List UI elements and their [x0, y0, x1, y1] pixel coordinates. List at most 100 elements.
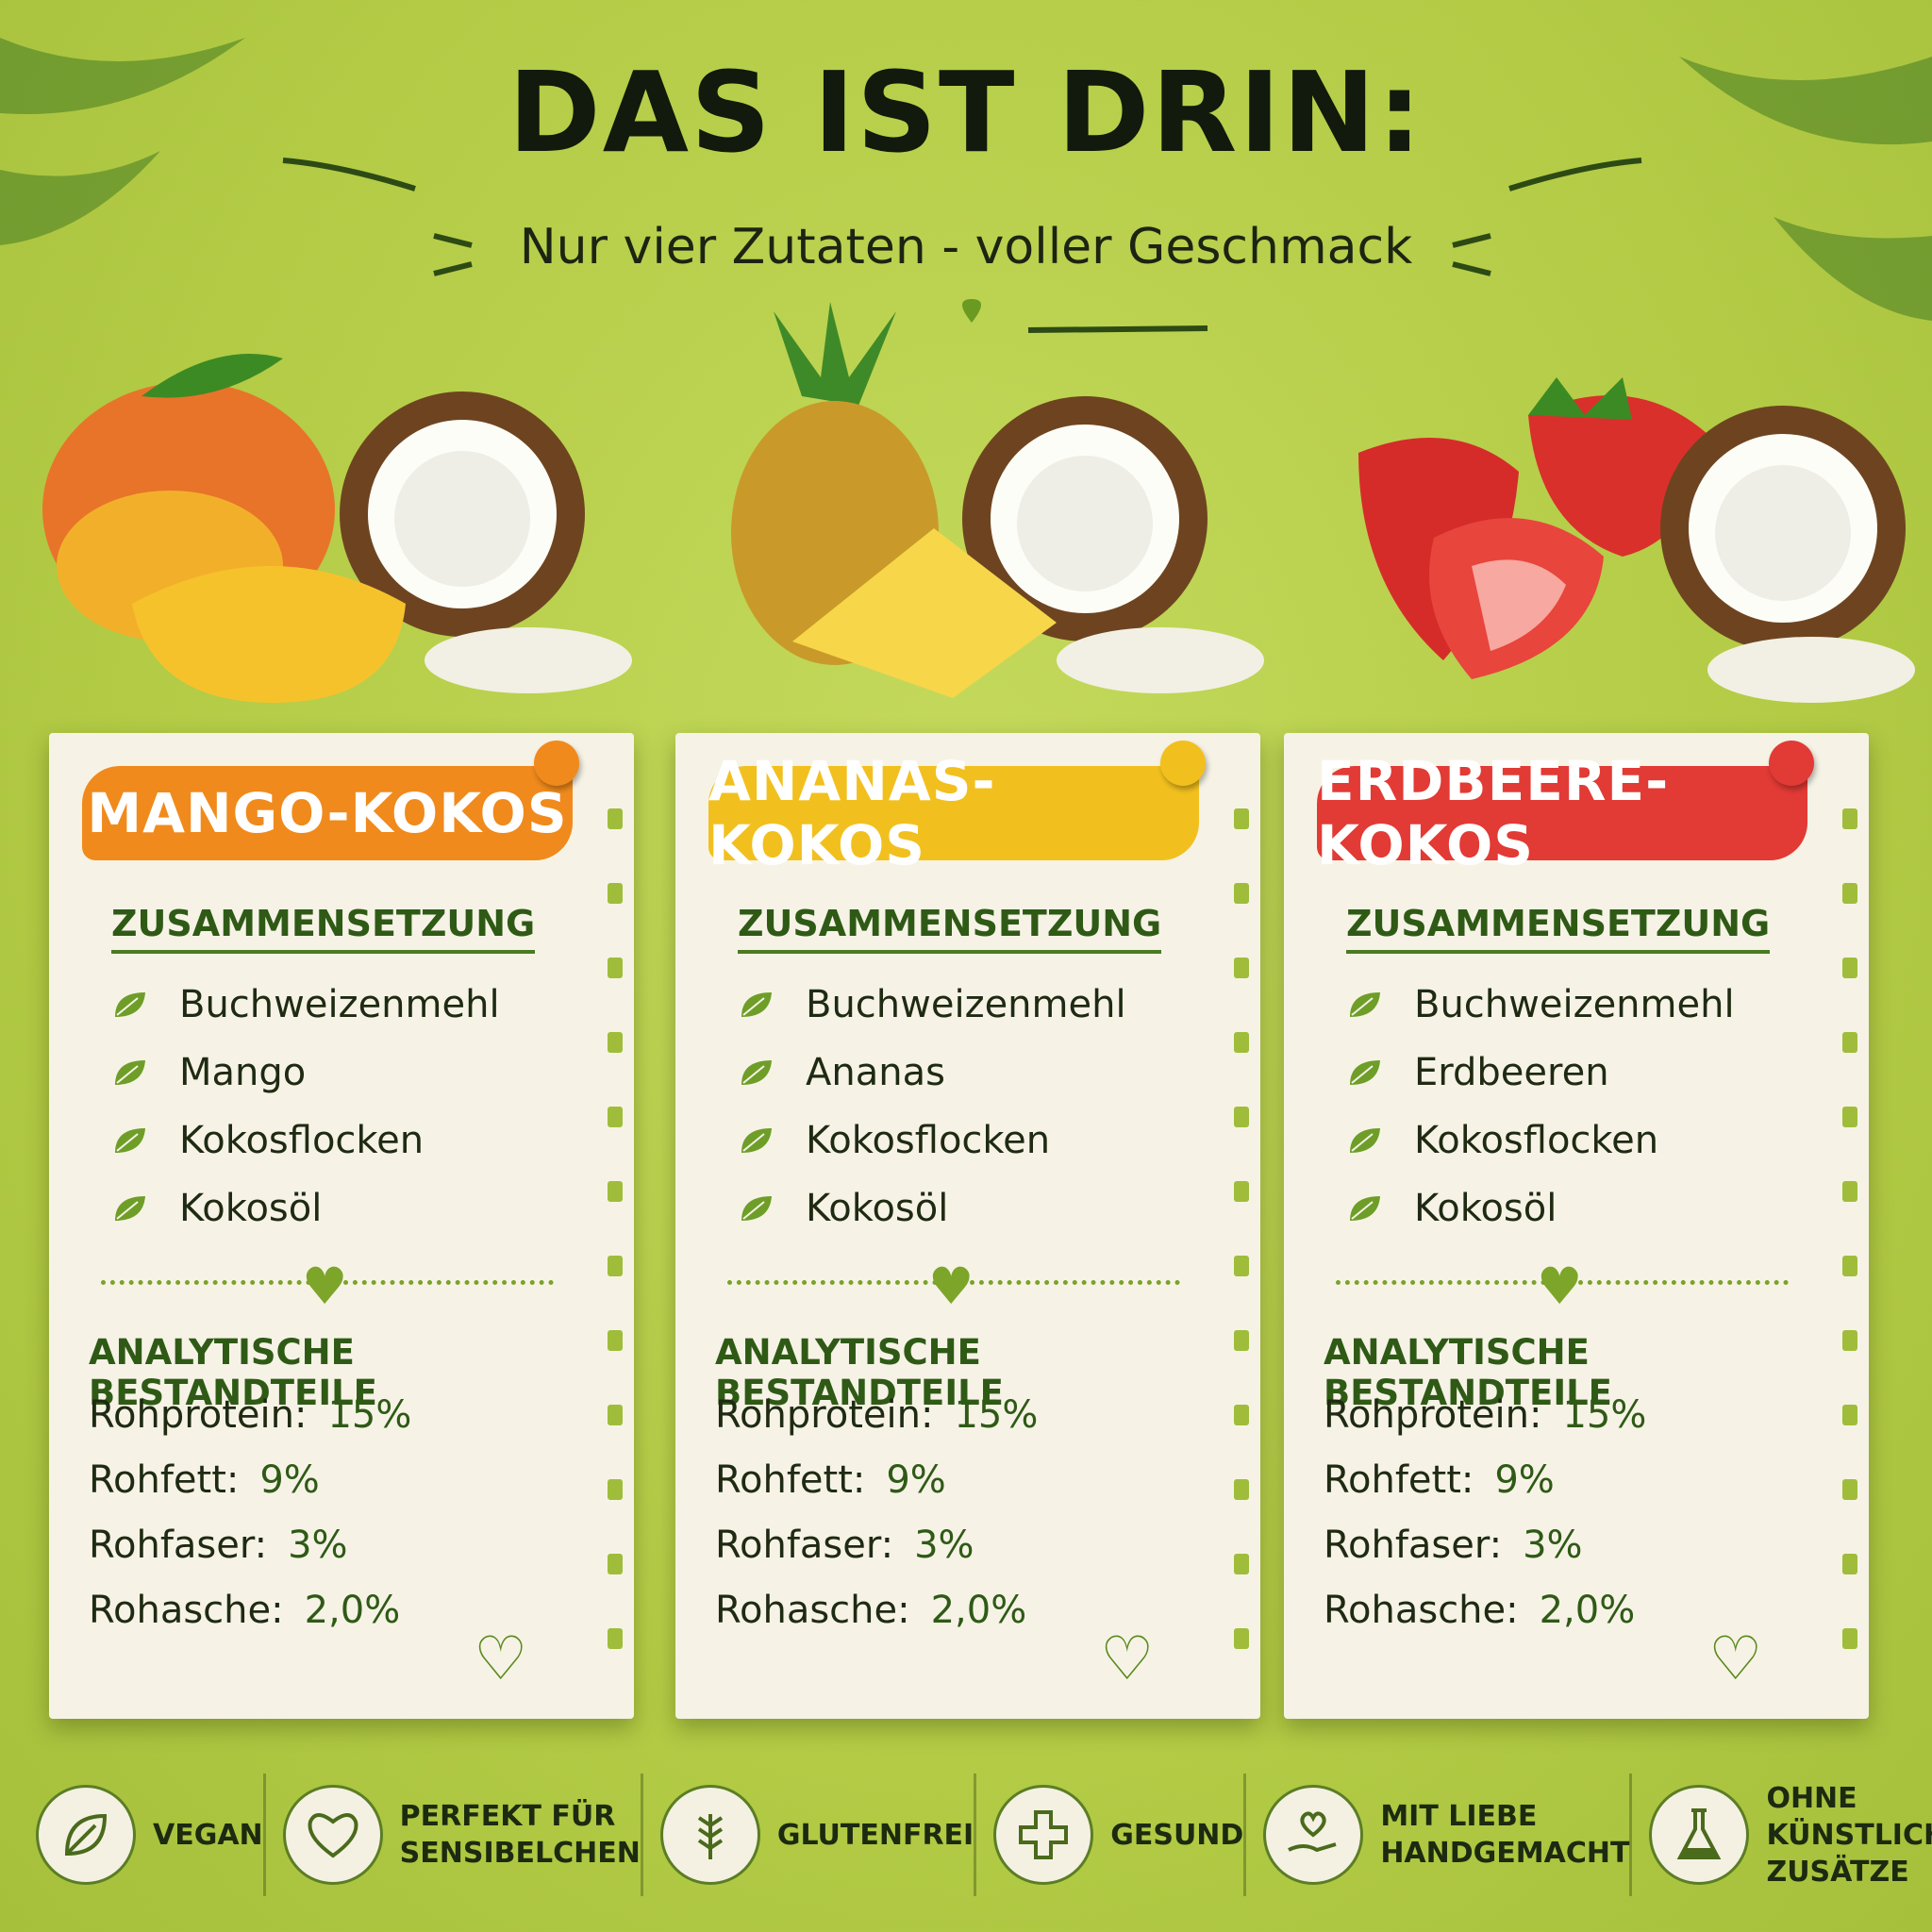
leaf-icon [115, 1196, 145, 1221]
analysis-value: 3% [288, 1524, 348, 1567]
ingredient: Kokosflocken [1414, 1119, 1659, 1162]
analysis-value: 9% [259, 1458, 320, 1502]
badge: VEGAN [19, 1774, 263, 1896]
badge-icon [1263, 1785, 1364, 1885]
ingredient-card: MANGO-KOKOS ZUSAMMENSETZUNG Buchweizenmehl… [49, 733, 634, 1719]
heart-icon: ♡ [474, 1624, 528, 1694]
binding-hole [1234, 1330, 1249, 1351]
palm-leaves [0, 38, 1932, 321]
ingredient-row: Buchweizenmehl [1346, 983, 1735, 1026]
binding-hole [1234, 1405, 1249, 1425]
title-ornaments [282, 158, 1642, 333]
binding-hole [1842, 1107, 1857, 1127]
binding-hole [1842, 1628, 1857, 1649]
binding-hole [608, 1628, 623, 1649]
analysis-value: 9% [1494, 1458, 1555, 1502]
pin [534, 741, 579, 786]
leaf-icon [741, 1128, 772, 1153]
badge-label-line: GLUTENFREI [776, 1818, 974, 1852]
binding-hole [608, 1107, 623, 1127]
binding-hole [1234, 1107, 1249, 1127]
binding-hole [608, 1032, 623, 1053]
analysis-value: 3% [1523, 1524, 1583, 1567]
fruit-group-mango [42, 354, 632, 703]
decorations [0, 38, 1932, 703]
badge-label: VEGAN [153, 1817, 263, 1854]
leaf-icon [115, 992, 145, 1017]
leaf-icon [741, 1196, 772, 1221]
ingredient-card: ANANAS-KOKOS ZUSAMMENSETZUNG Buchweizenmeh… [675, 733, 1260, 1719]
ingredient-row: Kokosflocken [738, 1119, 1050, 1162]
leaf-icon [115, 1128, 145, 1153]
fruit-group-pineapple [731, 302, 1264, 698]
analysis-label: Rohasche: [1324, 1589, 1519, 1632]
binding-hole [1234, 1032, 1249, 1053]
ingredient-row: Kokosflocken [111, 1119, 424, 1162]
analysis-label: Rohprotein: [1324, 1393, 1542, 1437]
analysis-row: Rohprotein: 15% [89, 1393, 411, 1437]
badge-symbol [697, 1814, 723, 1859]
analysis-label: Rohasche: [89, 1589, 284, 1632]
ingredient-row: Erdbeeren [1346, 1051, 1609, 1094]
leaf-icon [115, 1060, 145, 1085]
analysis-label: Rohfaser: [1324, 1524, 1503, 1567]
badge-symbol [308, 1813, 358, 1858]
analysis-value: 2,0% [930, 1589, 1027, 1632]
ingredient-row: Kokosöl [111, 1187, 322, 1230]
leaf-icon [1350, 1196, 1380, 1221]
badge-label-line: MIT LIEBE [1380, 1800, 1538, 1833]
analysis-row: Rohfett: 9% [89, 1458, 320, 1502]
fruit-group-strawberry [1358, 377, 1915, 703]
binding-hole [608, 1479, 623, 1500]
badge-icon [659, 1785, 760, 1885]
badge-symbol [1677, 1808, 1722, 1859]
badge-label-line: GESUND [1110, 1818, 1244, 1852]
analysis-heading: ANALYTISCHE BESTANDTEILE [715, 1332, 1004, 1413]
badge-label-line: SENSIBELCHEN [399, 1837, 641, 1870]
ingredient: Buchweizenmehl [806, 983, 1126, 1026]
card-title: ANANAS-KOKOS [708, 749, 1199, 877]
badge-label-line: ZUSÄTZE [1766, 1855, 1909, 1889]
analysis-label: Rohfett: [1324, 1458, 1474, 1502]
binding-holes [1842, 808, 1857, 1703]
ingredient-row: Kokosflocken [1346, 1119, 1658, 1162]
binding-holes [608, 808, 623, 1703]
leaf-icon [1350, 1060, 1380, 1085]
heart-icon: ♥ [1537, 1257, 1583, 1316]
badge-label-line: PERFEKT FÜR [399, 1800, 616, 1833]
binding-hole [1234, 1181, 1249, 1202]
ingredient-card: ERDBEERE-KOKOS ZUSAMMENSETZUNG Buchweizenm… [1284, 733, 1869, 1719]
badge-icon [993, 1785, 1094, 1885]
analysis-label: Rohfaser: [715, 1524, 894, 1567]
badge: MIT LIEBE HANDGEMACHT [1243, 1774, 1629, 1896]
ingredient: Buchweizenmehl [1414, 983, 1735, 1026]
analysis-label: Rohprotein: [89, 1393, 308, 1437]
badge-label: MIT LIEBE HANDGEMACHT [1380, 1798, 1629, 1872]
ingredient: Kokosflocken [806, 1119, 1051, 1162]
badge-label: GLUTENFREI [777, 1817, 974, 1854]
heart-icon: ♥ [302, 1257, 348, 1316]
analysis-row: Rohfaser: 3% [1324, 1524, 1583, 1567]
analysis-value: 2,0% [304, 1589, 401, 1632]
analysis-label: Rohfett: [715, 1458, 866, 1502]
divider [101, 1280, 554, 1285]
binding-hole [608, 1330, 623, 1351]
ingredient-row: Mango [111, 1051, 306, 1094]
binding-hole [1842, 1256, 1857, 1276]
binding-hole [608, 1554, 623, 1574]
binding-hole [608, 958, 623, 978]
analysis-row: Rohfett: 9% [1324, 1458, 1555, 1502]
badge-label: GESUND [1110, 1817, 1243, 1854]
analysis-row: Rohasche: 2,0% [1324, 1589, 1635, 1632]
binding-hole [1234, 958, 1249, 978]
pin [1769, 741, 1814, 786]
analysis-row: Rohfett: 9% [715, 1458, 946, 1502]
binding-hole [1842, 958, 1857, 978]
badge-label-line: VEGAN [153, 1818, 263, 1852]
ingredient-row: Ananas [738, 1051, 945, 1094]
analysis-heading: ANALYTISCHE BESTANDTEILE [1324, 1332, 1612, 1413]
ingredient: Kokosöl [179, 1187, 323, 1230]
binding-hole [1842, 1405, 1857, 1425]
